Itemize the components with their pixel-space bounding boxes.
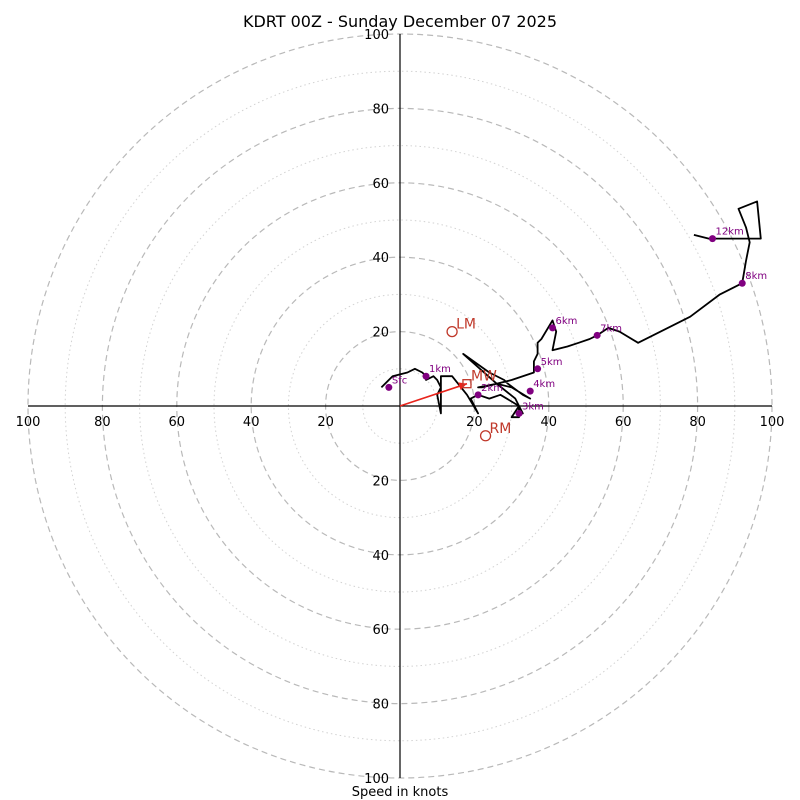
x-tick-label: 60: [169, 415, 186, 430]
height-marker-12km: [708, 235, 716, 243]
chart-title: KDRT 00Z - Sunday December 07 2025: [243, 12, 557, 31]
wind-trace-layer: [380, 200, 762, 419]
x-axis-label: Speed in knots: [352, 785, 449, 800]
height-marker-6km: [549, 324, 557, 332]
y-tick-label: 40: [372, 251, 389, 266]
y-tick-label: 100: [364, 772, 389, 787]
height-marker-label: 5km: [541, 357, 563, 368]
y-tick-label: 80: [372, 102, 389, 117]
height-marker-1km: [422, 372, 430, 380]
storm-motion-layer: LM RM MW: [446, 317, 512, 442]
storm-motion-label-rm: RM: [490, 421, 512, 437]
height-marker-label: 7km: [600, 323, 622, 334]
x-tick-label: 40: [541, 415, 558, 430]
height-marker-label: 4km: [533, 379, 555, 390]
x-tick-label: 80: [689, 415, 706, 430]
x-tick-label: 20: [466, 415, 483, 430]
x-tick-label: 60: [615, 415, 632, 430]
height-markers-layer: Sfc 1km 2km 3km 4km 5km 6km 7km 8km 12km: [385, 227, 767, 417]
height-marker-2km: [474, 391, 482, 399]
height-marker-5km: [534, 365, 542, 373]
y-tick-label: 60: [372, 623, 389, 638]
y-tick-label: 60: [372, 177, 389, 192]
storm-motion-rm-circle: [479, 430, 492, 442]
hodograph-trace: [380, 200, 762, 419]
storm-motion-lm-circle: [446, 325, 458, 338]
height-marker-label: 3km: [522, 401, 544, 412]
height-marker-8km: [738, 279, 746, 287]
height-marker-sfc: [385, 383, 393, 391]
storm-motion-mw-square: [462, 379, 472, 389]
x-tick-label: 40: [243, 415, 260, 430]
height-marker-label: 2km: [481, 383, 503, 394]
height-marker-label: 12km: [715, 227, 743, 238]
x-tick-label: 100: [16, 415, 41, 430]
x-tick-label: 80: [94, 415, 111, 430]
y-tick-label: 20: [372, 326, 389, 341]
mean-wind-vector: [399, 382, 468, 407]
storm-motion-label-lm: LM: [456, 317, 476, 333]
x-tick-label: 20: [317, 415, 334, 430]
tick-labels: 100 100 80 80 60 60 40 40 20 20 100 100 80 80 60 60 40 40…: [16, 28, 785, 787]
height-marker-label: 1km: [429, 364, 451, 375]
height-marker-label: 8km: [745, 271, 767, 282]
storm-motion-label-mw: MW: [471, 369, 497, 385]
mean-wind-vector-layer: [399, 382, 468, 407]
y-tick-label: 100: [364, 28, 389, 43]
height-marker-label: Sfc: [392, 375, 407, 386]
height-marker-4km: [526, 387, 534, 395]
y-tick-label: 80: [372, 698, 389, 713]
height-marker-label: 6km: [556, 316, 578, 327]
y-tick-label: 40: [372, 549, 389, 564]
height-marker-7km: [593, 331, 601, 339]
x-tick-label: 100: [760, 415, 785, 430]
height-marker-3km: [515, 409, 523, 417]
y-tick-label: 20: [372, 474, 389, 489]
